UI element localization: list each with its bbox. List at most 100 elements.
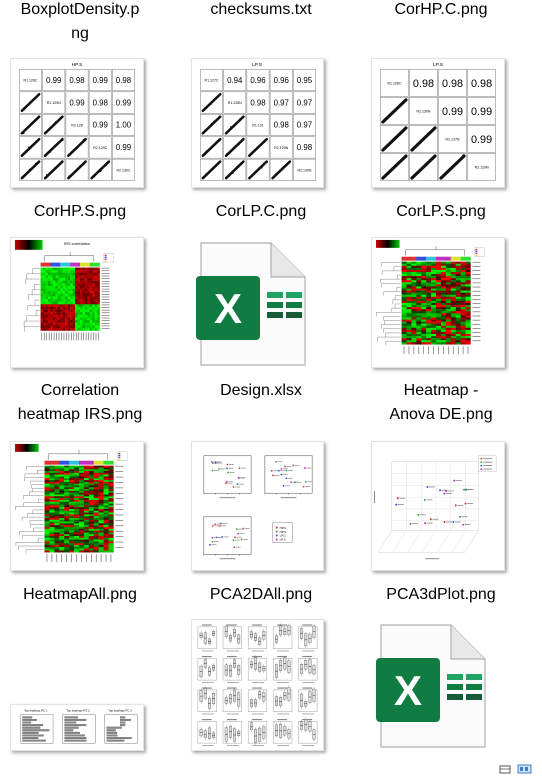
correlation-matrix-image: LP.S R1.126C 0.98 0.98 0.98 R1.130N 0.99 0.99 R… [380,62,496,181]
file-label-line: BoxplotDensity.p [20,1,140,18]
correlation-value: 0.99 [69,98,84,107]
scatter-cloud [20,160,41,180]
file-label-line: CorLP.S.png [396,203,486,220]
svg-text:X: X [394,667,422,714]
correlation-value: 0.94 [227,76,243,85]
correlation-value: 0.98 [93,98,109,107]
loadings-plot-image: Top loadings PC 1 Top loadings PC 2 Top lo… [20,709,138,744]
legend-label: LP.S [280,538,286,542]
file-label-line: CorHP.C.png [394,1,488,18]
sample-label: R2.129N [475,166,489,170]
file-label-line: CorLP.C.png [215,203,307,220]
correlation-value: 0.99 [93,76,108,85]
file-label-pca3dplot[interactable]: PCA3dPlot.png [351,583,531,607]
correlation-value: 0.99 [442,106,463,118]
thumbnail-pca3dplot[interactable] [371,441,505,571]
scatter-cloud [381,154,408,180]
file-label-corlp-s[interactable]: CorLP.S.png [351,200,531,224]
thumbnail-corlp-s[interactable]: LP.S R1.126C 0.98 0.98 0.98 R1.130N 0.99 0.99 R… [371,58,505,188]
correlation-value: 0.99 [471,106,492,118]
scatter-cloud [248,160,268,180]
scatter-cloud [271,160,292,180]
legend-label: HP.C [280,526,288,530]
scatter-cloud [43,115,64,135]
sample-label: R1.126C [387,81,401,85]
matrix-title: LP.S [433,62,444,68]
file-label-line: Design.xlsx [220,382,302,399]
matrix-title: LP.S [252,62,263,68]
file-label-boxplotdensity[interactable]: BoxplotDensity.p ng [0,0,170,46]
thumbnail-heatmap-anova[interactable] [371,237,505,368]
heatmap-image [14,443,128,563]
correlation-value: 0.97 [297,121,312,130]
correlation-value: 0.98 [116,76,132,85]
correlation-value: 0.96 [250,76,266,85]
correlation-matrix-image: LP.S R1.127C 0.94 0.96 0.96 0.95 R1.128N 0.98 0… [200,62,316,181]
correlation-value: 1.00 [116,121,132,130]
scatter-cloud [439,154,466,180]
sample-label: R1.128N [228,101,242,105]
correlation-value: 0.96 [274,76,290,85]
sample-label: R1.126C [24,79,38,83]
correlation-value: 0.97 [297,98,312,107]
legend-label: HP.S [280,530,287,534]
thumbnail-toploadings[interactable]: Top loadings PC 1 Top loadings PC 2 Top lo… [10,704,144,751]
excel-file-icon[interactable]: X [373,622,493,750]
correlation-value: 0.97 [274,98,289,107]
scatter-cloud [201,92,222,113]
heatmap-image: IRS correlation [14,239,114,341]
file-label-line: HeatmapAll.png [23,586,137,603]
loadings-title: Top loadings PC 1 [24,709,48,713]
file-label-corlp-c[interactable]: CorLP.C.png [171,200,351,224]
file-label-heatmap-anova[interactable]: Heatmap - Anova DE.png [351,379,531,427]
thumbnail-corlp-c[interactable]: LP.S R1.127C 0.94 0.96 0.96 0.95 R1.128N 0.98 0… [191,58,324,188]
scatter-cloud [201,115,222,135]
file-label-heatmapall[interactable]: HeatmapAll.png [0,583,170,607]
correlation-value: 0.99 [116,143,131,152]
scatter-cloud [224,160,245,180]
scatter-cloud [201,160,222,180]
file-label-line: CorHP.S.png [33,203,127,220]
file-label-line: ng [71,25,89,42]
heatmap-title: IRS correlation [64,241,90,246]
file-label-correlation-heatmap[interactable]: Correlation heatmap IRS.png [0,379,170,427]
correlation-value: 0.99 [93,121,108,130]
file-label-corhp-s[interactable]: CorHP.S.png [0,200,170,224]
correlation-value: 0.99 [46,76,61,85]
excel-file-icon[interactable]: X [193,240,313,368]
file-label-line: Heatmap - [403,382,479,399]
correlation-value: 0.98 [250,98,266,107]
correlation-value: 0.98 [69,76,85,85]
thumbnail-boxplots[interactable] [191,619,324,751]
correlation-value: 0.98 [413,78,434,90]
file-label-checksums[interactable]: checksums.txt [171,0,351,22]
thumbnail-corhp-c[interactable]: HP.S R1.126C 0.99 0.98 0.99 0.98 R1.129N 0.99 0… [10,58,144,188]
loadings-title: Top loadings PC 2 [66,709,90,713]
sample-label: R2.127N [446,137,460,141]
sample-label: R2.130N [297,168,311,172]
file-label-corhp-c[interactable]: CorHP.C.png [351,0,531,22]
view-toggle-icons[interactable] [494,761,542,774]
file-label-line: PCA3dPlot.png [386,586,496,603]
file-label-design[interactable]: Design.xlsx [171,379,351,403]
correlation-matrix-image: HP.S R1.126C 0.99 0.98 0.99 0.98 R1.129N 0.99 0… [19,62,135,181]
sample-label: R2.130C [117,168,131,172]
thumbnail-heatmapall[interactable] [10,441,144,571]
correlation-value: 0.98 [274,121,290,130]
legend-label: LP.C [280,534,287,538]
loadings-title: Top loadings PC 3 [108,709,132,713]
correlation-value: 0.95 [297,76,313,85]
file-label-line: Anova DE.png [389,406,493,423]
pca3d-plot-image [374,455,497,560]
sample-label: R2.129N [274,146,288,150]
sample-label: R1.129N [47,101,61,105]
sample-label: R2.129C [93,146,107,150]
thumbnail-pca2dall[interactable]: HP.C HP.S LP.C LP.S [191,441,324,571]
file-label-line: checksums.txt [210,1,312,18]
file-label-pca2dall[interactable]: PCA2DAll.png [171,583,351,607]
pca-plot-image: HP.CHP.SLP.CLP.S [203,455,313,560]
thumbnail-correlation-heatmap[interactable]: IRS correlation [10,237,144,368]
correlation-value: 0.98 [297,143,313,152]
sample-label: R1.127C [205,79,219,83]
correlation-value: 0.98 [442,78,463,90]
